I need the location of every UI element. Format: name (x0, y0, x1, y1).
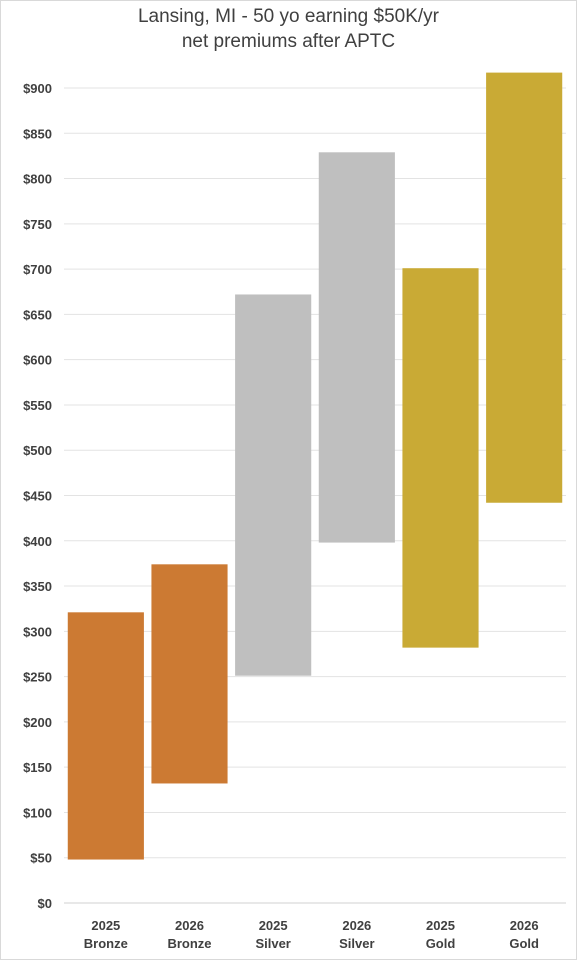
x-axis-categories: 2025 Bronze 2026 Bronze 2025 Silver 2026 Silver… (84, 918, 539, 951)
x-category-tier: Silver (339, 936, 374, 951)
x-category-tier: Bronze (84, 936, 128, 951)
x-category-year: 2025 (91, 918, 120, 933)
range-bar (402, 268, 479, 648)
range-bar (67, 612, 144, 860)
y-tick-label: $50 (30, 851, 52, 866)
y-tick-label: $200 (23, 715, 52, 730)
chart-title: Lansing, MI - 50 yo earning $50K/yr net … (0, 4, 577, 54)
x-category-tier: Bronze (167, 936, 211, 951)
x-category-year: 2026 (510, 918, 539, 933)
x-category-year: 2026 (342, 918, 371, 933)
y-tick-label: $600 (23, 353, 52, 368)
y-tick-label: $700 (23, 262, 52, 277)
y-tick-label: $0 (38, 896, 52, 911)
x-category-year: 2025 (259, 918, 288, 933)
chart-title-line-1: Lansing, MI - 50 yo earning $50K/yr (137, 6, 439, 27)
y-tick-label: $250 (23, 670, 52, 685)
y-tick-label: $850 (23, 126, 52, 141)
range-bar (486, 72, 563, 503)
range-bar (151, 564, 228, 784)
x-category-tier: Silver (255, 936, 290, 951)
y-tick-label: $100 (23, 805, 52, 820)
range-bar (318, 152, 395, 543)
y-tick-label: $300 (23, 624, 52, 639)
y-tick-label: $750 (23, 217, 52, 232)
y-tick-label: $550 (23, 398, 52, 413)
y-tick-label: $450 (23, 489, 52, 504)
y-tick-label: $650 (23, 307, 52, 322)
y-tick-label: $350 (23, 579, 52, 594)
y-tick-label: $900 (23, 81, 52, 96)
x-category-year: 2026 (175, 918, 204, 933)
x-category-year: 2025 (426, 918, 455, 933)
y-tick-label: $400 (23, 534, 52, 549)
y-axis-ticks: $0 $50 $100 $150 $200 $250 $300 $350 $400 $450 $50… (23, 81, 52, 911)
x-category-tier: Gold (426, 936, 456, 951)
y-tick-label: $500 (23, 443, 52, 458)
y-tick-label: $800 (23, 172, 52, 187)
x-category-tier: Gold (509, 936, 539, 951)
gridlines (64, 87, 566, 904)
range-bar (235, 294, 312, 676)
chart-title-line-2: net premiums after APTC (181, 31, 396, 52)
y-tick-label: $150 (23, 760, 52, 775)
bars (67, 72, 563, 860)
